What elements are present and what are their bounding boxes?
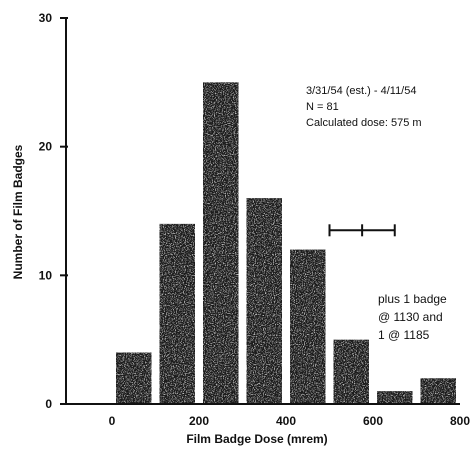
histogram-bars [116, 82, 456, 404]
bar-4 [246, 198, 282, 404]
x-axis-title: Film Badge Dose (mrem) [186, 432, 327, 446]
x-tick-label-0: 0 [109, 414, 116, 428]
x-tick-label-800: 800 [450, 414, 470, 428]
annotation-line-2: N = 81 [306, 101, 339, 113]
bar-8 [420, 378, 456, 404]
y-tick-label-10: 10 [39, 268, 53, 282]
x-tick-label-200: 200 [189, 414, 209, 428]
annotation-line-1: 3/31/54 (est.) - 4/11/54 [306, 85, 416, 97]
x-tick-label-400: 400 [276, 414, 296, 428]
bar-3 [203, 82, 239, 404]
bar-2 [159, 223, 195, 404]
axes [60, 17, 460, 405]
annotation-line-3: Calculated dose: 575 m [306, 117, 422, 129]
y-tick-label-30: 30 [39, 11, 53, 25]
x-tick-label-600: 600 [363, 414, 383, 428]
note-line-2: @ 1130 and [378, 310, 443, 324]
y-axis-title: Number of Film Badges [11, 144, 25, 279]
note-line-1: plus 1 badge [378, 292, 447, 306]
y-tick-labels: 0 10 20 30 [39, 11, 53, 411]
bar-6 [333, 339, 369, 404]
y-tick-label-20: 20 [39, 140, 53, 154]
note-line-3: 1 @ 1185 [378, 328, 430, 342]
x-tick-labels: 0 200 400 600 800 [109, 414, 471, 428]
annotation-box: 3/31/54 (est.) - 4/11/54 N = 81 Calculated… [306, 85, 422, 129]
dose-error-bar [328, 224, 396, 237]
y-tick-label-0: 0 [45, 397, 52, 411]
bar-5 [290, 249, 326, 404]
extra-badges-note: plus 1 badge @ 1130 and 1 @ 1185 [378, 292, 447, 342]
bar-7 [377, 391, 413, 404]
bar-1 [116, 352, 152, 404]
